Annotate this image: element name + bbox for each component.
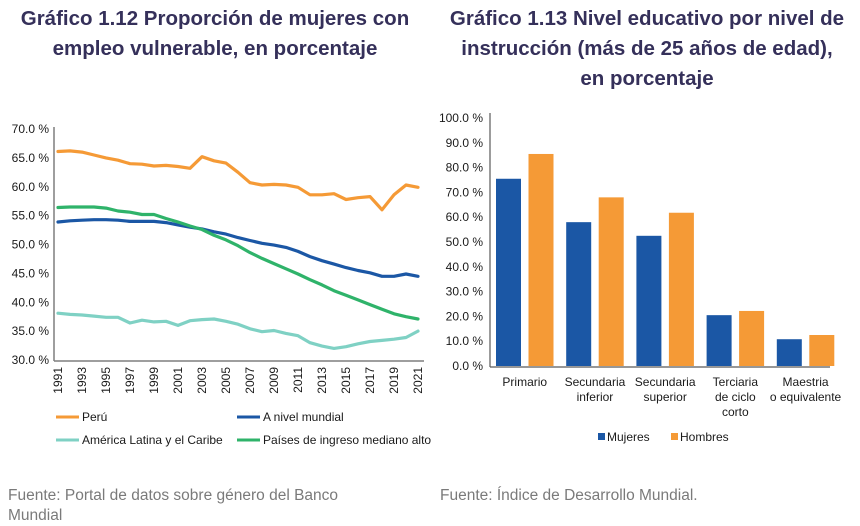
y-tick-label: 60.0 % — [446, 210, 484, 224]
bar-mujeres — [566, 222, 592, 366]
series-line-per- — [56, 149, 420, 212]
y-tick-label: 50.0 % — [446, 235, 484, 249]
x-tick-label: 2011 — [291, 367, 305, 393]
bar-hombres — [598, 197, 624, 366]
legend-label: Países de ingreso mediano alto — [263, 433, 431, 447]
x-tick-label: 2015 — [339, 367, 353, 394]
y-tick-label: 30.0 % — [446, 285, 484, 299]
series-line-a-nivel-mundial — [56, 218, 420, 278]
x-tick-label: 1997 — [123, 367, 137, 394]
x-tick-label: 2001 — [171, 367, 185, 394]
x-tick-label: 2013 — [315, 367, 329, 394]
bar-hombres — [809, 335, 835, 366]
x-tick-label: 1993 — [75, 367, 89, 394]
legend-label: Hombres — [680, 430, 729, 444]
category-label: Maestria o equivalente — [770, 375, 842, 404]
y-tick-label: 40.0 % — [446, 260, 484, 274]
y-tick-label: 10.0 % — [446, 334, 484, 348]
x-tick-label: 2021 — [411, 367, 425, 394]
bar-mujeres — [636, 235, 662, 366]
y-tick-label: 55.0 % — [12, 209, 50, 223]
x-tick-label: 2017 — [363, 367, 377, 394]
y-tick-label: 65.0 % — [12, 151, 50, 165]
bar-hombres — [528, 153, 554, 366]
bar-chart: 100.0 % 90.0 % 80.0 % 70.0 % 60.0 % 50.0 % 40.… — [439, 111, 842, 444]
series-line-am-rica-latina-y-el-caribe — [56, 311, 420, 350]
chart-title-left: Gráfico 1.12 Proporción de mujeres con em… — [20, 7, 410, 60]
category-label: Secundaria superior — [635, 375, 696, 404]
bar-mujeres — [496, 178, 521, 366]
x-tick-label: 1991 — [51, 367, 65, 394]
y-tick-label: 0.0 % — [452, 359, 483, 373]
legend-swatch — [671, 433, 678, 440]
y-tick-label: 70.0 % — [446, 185, 484, 199]
y-tick-label: 20.0 % — [446, 309, 484, 323]
category-label: Secundaria inferior — [565, 375, 626, 404]
legend-label: A nivel mundial — [263, 410, 344, 424]
source-note-left: Fuente: Portal de datos sobre género del… — [8, 487, 339, 524]
bar-hombres — [668, 212, 694, 366]
chart-title-right: Gráfico 1.13 Nivel educativo por nivel d… — [449, 7, 845, 90]
bar-hombres — [739, 310, 765, 366]
x-tick-label: 1999 — [147, 367, 161, 394]
category-label: Primario — [502, 375, 547, 389]
legend-label: Perú — [82, 410, 107, 424]
y-tick-label: 100.0 % — [439, 111, 483, 125]
y-tick-label: 45.0 % — [12, 266, 50, 280]
x-tick-label: 1995 — [99, 367, 113, 394]
series-line-pa-ses-de-ingreso-mediano-alto — [56, 205, 420, 321]
line-chart: 70.0 % 65.0 % 60.0 % 55.0 % 50.0 % 45.0 % 40.0… — [12, 122, 432, 447]
x-tick-label: 2003 — [195, 367, 209, 394]
y-tick-label: 60.0 % — [12, 180, 50, 194]
y-tick-label: 35.0 % — [12, 324, 50, 338]
x-tick-label: 2005 — [219, 367, 233, 394]
y-tick-label: 90.0 % — [446, 136, 484, 150]
source-note-right: Fuente: Índice de Desarrollo Mundial. — [440, 487, 698, 504]
category-label: Terciaria de ciclo corto — [713, 375, 759, 419]
y-tick-label: 70.0 % — [12, 122, 50, 136]
x-tick-label: 2007 — [243, 367, 257, 394]
y-tick-label: 50.0 % — [12, 238, 50, 252]
y-tick-label: 40.0 % — [12, 295, 50, 309]
y-tick-label: 80.0 % — [446, 161, 484, 175]
legend-label: América Latina y el Caribe — [82, 433, 223, 447]
legend-label: Mujeres — [607, 430, 650, 444]
legend-swatch — [598, 433, 605, 440]
bar-mujeres — [706, 315, 732, 366]
y-tick-label: 30.0 % — [12, 353, 50, 367]
bar-mujeres — [776, 339, 802, 366]
x-tick-label: 2019 — [387, 367, 401, 394]
x-tick-label: 2009 — [267, 367, 281, 394]
